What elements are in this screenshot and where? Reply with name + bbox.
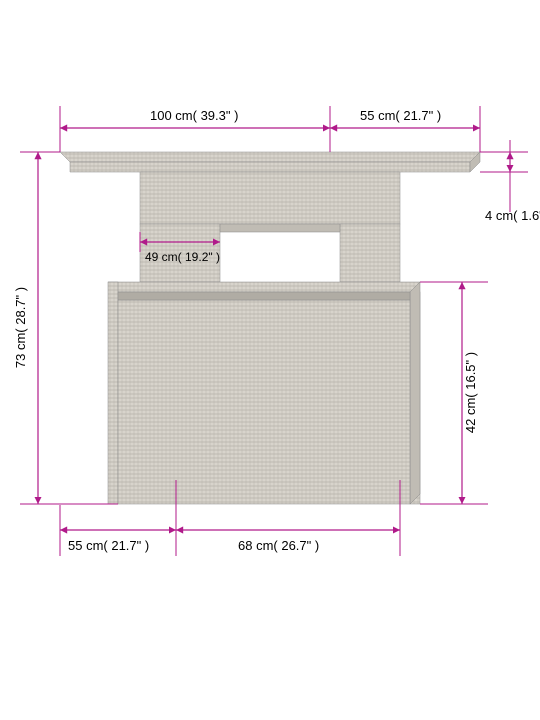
dim-bottom-55: 55 cm( 21.7" ) bbox=[68, 538, 149, 553]
dim-top-100: 100 cm( 39.3" ) bbox=[150, 108, 238, 123]
dim-bottom-68: 68 cm( 26.7" ) bbox=[238, 538, 319, 553]
diagram-svg bbox=[0, 0, 540, 720]
dim-height-4: 4 cm( 1.6" ) bbox=[485, 208, 540, 223]
dimensional-diagram: 100 cm( 39.3" ) 55 cm( 21.7" ) 4 cm( 1.6… bbox=[0, 0, 540, 720]
dim-height-42: 42 cm( 16.5" ) bbox=[463, 352, 478, 433]
dim-height-73: 73 cm( 28.7" ) bbox=[13, 287, 28, 368]
dim-inner-49: 49 cm( 19.2" ) bbox=[145, 250, 220, 264]
dim-top-55: 55 cm( 21.7" ) bbox=[360, 108, 441, 123]
